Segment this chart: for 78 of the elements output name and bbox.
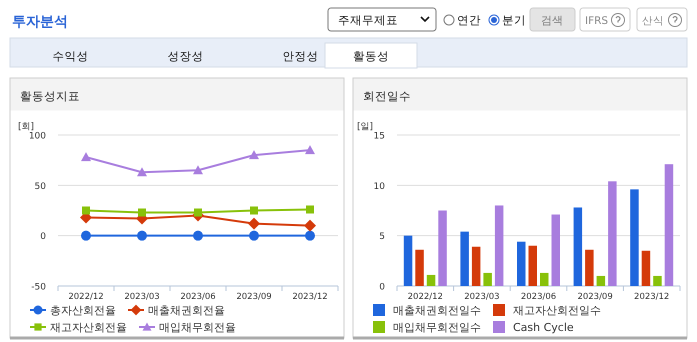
x-tick-label: 2023/03 bbox=[464, 292, 500, 302]
text: 투자분석 bbox=[12, 14, 68, 30]
y-axis-title: [일] bbox=[357, 122, 374, 132]
point bbox=[250, 206, 258, 214]
y-tick-label: 10 bbox=[374, 182, 386, 192]
x-tick-label: 2022/12 bbox=[68, 292, 104, 302]
legend-label: 매출채권회전일수 bbox=[393, 304, 481, 317]
legend-label: 매입채무회전일수 bbox=[393, 321, 481, 334]
point bbox=[193, 165, 203, 174]
legend-label: 매입채무회전율 bbox=[159, 321, 236, 334]
text: 주재무제표 bbox=[338, 13, 398, 27]
point bbox=[194, 208, 202, 217]
text: 안정성 bbox=[282, 49, 318, 63]
bar bbox=[630, 189, 639, 286]
y-axis-title: [회] bbox=[18, 122, 34, 132]
y-tick-label: 0 bbox=[40, 232, 46, 242]
x-tick-label: 2023/06 bbox=[180, 292, 216, 302]
y-tick-label: 15 bbox=[374, 132, 385, 142]
y-tick-label: 0 bbox=[379, 282, 386, 292]
x-tick-label: 2023/12 bbox=[292, 292, 328, 302]
point bbox=[305, 230, 315, 241]
bar bbox=[415, 250, 424, 286]
bar bbox=[608, 181, 617, 286]
legend-label: 매출채권회전율 bbox=[148, 304, 225, 317]
y-tick-label: 50 bbox=[34, 182, 46, 192]
text: 연간 bbox=[457, 13, 481, 27]
point bbox=[306, 205, 314, 214]
bar bbox=[472, 246, 480, 286]
bar bbox=[483, 272, 492, 286]
x-tick-label: 2023/09 bbox=[577, 292, 613, 302]
text: 활동성 bbox=[353, 49, 389, 63]
legend-label: 재고자산회전일수 bbox=[513, 304, 601, 317]
text: 성장성 bbox=[168, 49, 204, 63]
text: IFRS bbox=[585, 15, 608, 27]
point bbox=[137, 230, 147, 241]
chart-title: 회전일수 bbox=[363, 89, 411, 103]
point bbox=[82, 206, 90, 214]
point bbox=[249, 150, 259, 160]
bar bbox=[404, 236, 412, 286]
x-tick-label: 2022/12 bbox=[408, 292, 443, 302]
x-tick-label: 2023/12 bbox=[634, 292, 670, 302]
bar bbox=[517, 242, 526, 286]
bar bbox=[664, 164, 674, 286]
point bbox=[305, 145, 315, 154]
bar bbox=[528, 246, 537, 286]
chart-title: 활동성지표 bbox=[20, 89, 80, 103]
bar bbox=[460, 232, 469, 286]
bar bbox=[426, 274, 436, 286]
bar bbox=[585, 250, 594, 286]
bar bbox=[494, 205, 504, 286]
bar bbox=[574, 207, 582, 286]
point bbox=[138, 208, 146, 217]
text: 분기 bbox=[502, 13, 526, 27]
legend-label: Cash Cycle bbox=[513, 321, 574, 334]
bar bbox=[438, 210, 447, 286]
x-tick-label: 2023/06 bbox=[520, 292, 556, 302]
legend-label: 재고자산회전율 bbox=[50, 321, 127, 334]
point bbox=[193, 230, 203, 241]
y-tick-label: 5 bbox=[379, 232, 385, 242]
bar bbox=[540, 272, 548, 286]
point bbox=[81, 230, 91, 241]
bar bbox=[653, 276, 662, 286]
x-tick-label: 2023/03 bbox=[124, 292, 160, 302]
x-tick-label: 2023/09 bbox=[236, 292, 272, 302]
bar bbox=[552, 214, 560, 286]
bar bbox=[596, 276, 606, 286]
point bbox=[304, 220, 316, 232]
point bbox=[249, 230, 259, 241]
point bbox=[137, 167, 147, 176]
bar bbox=[642, 250, 650, 286]
y-tick-label: 100 bbox=[28, 132, 46, 142]
y-tick-label: -50 bbox=[31, 282, 46, 292]
point bbox=[248, 218, 260, 230]
text: 수익성 bbox=[52, 49, 88, 63]
text: 검색 bbox=[541, 14, 563, 27]
text: 산식 bbox=[642, 15, 664, 27]
legend-label: 총자산회전율 bbox=[50, 304, 116, 317]
point bbox=[81, 152, 91, 162]
